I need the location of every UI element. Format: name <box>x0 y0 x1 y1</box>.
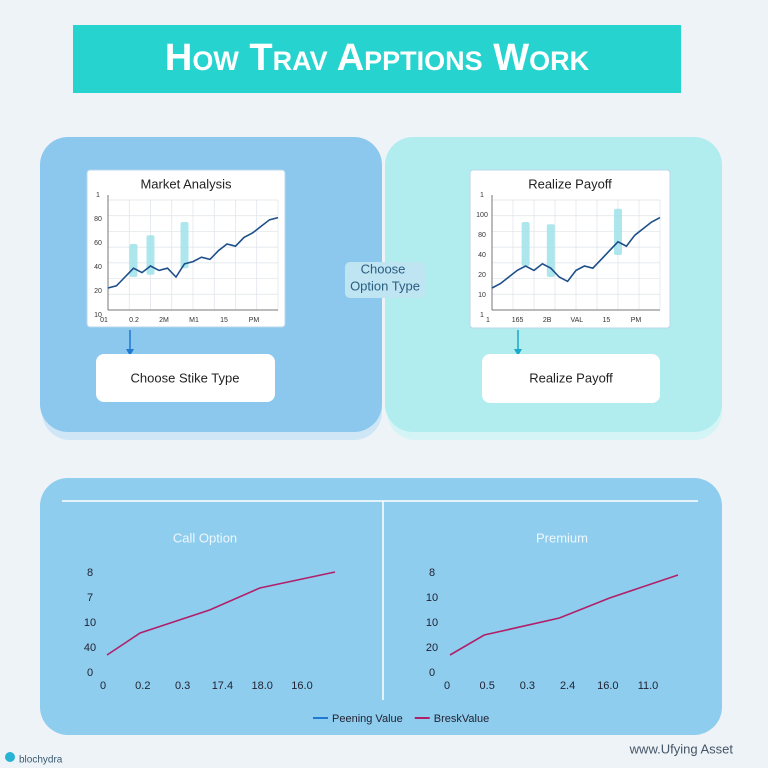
bar <box>180 222 189 269</box>
y-tick-label: 40 <box>84 642 96 654</box>
line <box>107 216 279 289</box>
y-tick-label: 10 <box>478 292 486 299</box>
bar <box>146 235 155 275</box>
chart-title: Premium <box>536 530 588 545</box>
x-tick-label: 165 <box>512 317 524 324</box>
y-tick-label: 80 <box>478 232 486 239</box>
bar <box>546 224 555 277</box>
y-tick-label: 1 <box>96 192 100 199</box>
y-tick-label: 100 <box>476 212 488 219</box>
y-tick-label: 0 <box>87 667 93 679</box>
x-tick-label: 11.0 <box>638 680 659 692</box>
chart-card <box>469 169 671 329</box>
x-tick-label: PM <box>631 317 642 324</box>
arrow-head <box>126 349 134 356</box>
legend-label: Peening Value <box>332 713 403 725</box>
step-box <box>482 354 660 403</box>
x-tick-label: 16.0 <box>291 680 312 692</box>
y-tick-label: 10 <box>426 592 438 604</box>
x-tick-label: 0.2 <box>129 317 139 324</box>
step-label: Realize Payoff <box>529 370 613 385</box>
arrow-head <box>514 349 522 356</box>
y-tick-label: 7 <box>87 592 93 604</box>
x-tick-label: 16.0 <box>597 680 618 692</box>
middle-label: Option Type <box>350 278 420 293</box>
x-tick-label: 2B <box>543 317 552 324</box>
x-tick-label: PM <box>249 317 260 324</box>
x-tick-label: VAL <box>570 317 583 324</box>
y-tick-label: 40 <box>94 264 102 271</box>
y-tick-label: 60 <box>94 240 102 247</box>
logo-icon <box>5 752 15 762</box>
y-tick-label: 20 <box>94 288 102 295</box>
y-tick-label: 0 <box>429 667 435 679</box>
x-tick-label: 0 <box>100 680 106 692</box>
chart-title: Realize Payoff <box>528 176 612 191</box>
y-tick-label: 80 <box>94 216 102 223</box>
x-tick-label: 2M <box>159 317 169 324</box>
x-tick-label: 01 <box>100 317 108 324</box>
x-tick-label: 0.5 <box>480 680 495 692</box>
x-tick-label: 18.0 <box>251 680 272 692</box>
site: www.Ufying Asset <box>629 741 734 756</box>
middle-label: Choose <box>361 261 406 276</box>
x-tick-label: 17.4 <box>212 680 233 692</box>
legend-label: BreskValue <box>434 713 489 725</box>
x-tick-label: M1 <box>189 317 199 324</box>
chart-title: Call Option <box>173 530 237 545</box>
bar <box>614 208 622 255</box>
step-label: Choose Stike Type <box>131 370 240 385</box>
y-tick-label: 8 <box>429 567 435 579</box>
x-tick-label: 0 <box>444 680 450 692</box>
y-tick-label: 10 <box>94 312 102 319</box>
middle-box <box>345 262 425 298</box>
x-tick-label: 0.2 <box>135 680 150 692</box>
bottom-panel <box>40 478 722 735</box>
y-tick-label: 10 <box>84 617 96 629</box>
y-tick-label: 8 <box>87 567 93 579</box>
bar <box>521 222 530 266</box>
x-tick-label: 2.4 <box>560 680 575 692</box>
x-tick-label: 15 <box>603 317 611 324</box>
x-tick-label: 15 <box>220 317 228 324</box>
title: How Trav Apptions Work <box>165 37 590 79</box>
y-tick-label: 20 <box>426 642 438 654</box>
y-tick-label: 40 <box>478 252 486 259</box>
y-tick-label: 1 <box>480 192 484 199</box>
y-tick-label: 1 <box>480 312 484 319</box>
line <box>106 571 336 656</box>
y-tick-label: 10 <box>426 617 438 629</box>
logo: blochydra <box>19 755 63 766</box>
y-tick-label: 20 <box>478 272 486 279</box>
x-tick-label: 0.3 <box>175 680 190 692</box>
chart-title: Market Analysis <box>140 176 232 191</box>
x-tick-label: 0.3 <box>520 680 535 692</box>
x-tick-label: 1 <box>486 317 490 324</box>
step-box <box>96 354 275 402</box>
line <box>449 574 679 656</box>
line <box>491 216 661 289</box>
title-banner <box>73 25 681 93</box>
